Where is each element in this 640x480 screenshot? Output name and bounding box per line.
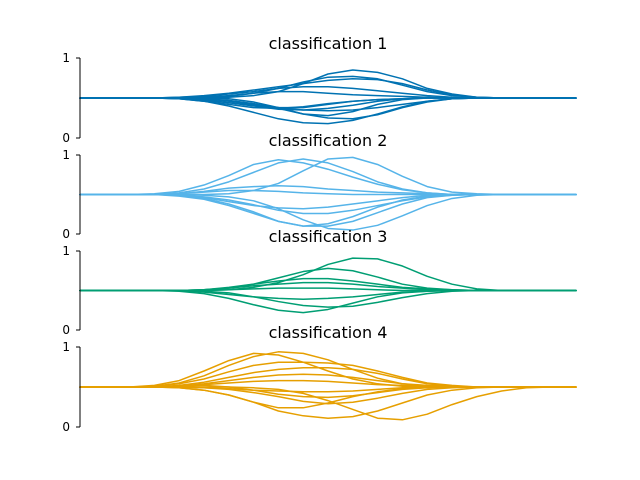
y-tick-label: 0	[62, 227, 70, 241]
series-line-8	[80, 291, 576, 300]
series-line-1	[80, 258, 576, 290]
series-line-4	[80, 87, 576, 98]
series-line-5	[80, 92, 576, 98]
series-line-9	[80, 195, 576, 227]
y-tick-label: 1	[62, 340, 70, 354]
series-line-1	[80, 79, 576, 98]
chart-panel-classification-2: 0 1 classification 2	[62, 131, 576, 241]
chart-title: classification 2	[269, 131, 388, 150]
chart-title: classification 4	[269, 323, 388, 342]
series-line-6	[80, 291, 576, 313]
y-tick-label: 1	[62, 148, 70, 162]
y-tick-label: 1	[62, 51, 70, 65]
series-line-11	[80, 98, 576, 108]
series-line-4	[80, 283, 576, 291]
series-line-8	[80, 195, 576, 209]
chart-title: classification 3	[269, 227, 388, 246]
series-line-2	[80, 268, 576, 290]
chart-panel-classification-1: 0 1 classification 1	[62, 34, 576, 145]
series-line-12	[80, 98, 576, 116]
chart-panel-classification-3: 0 1 classification 3	[62, 227, 576, 337]
series-line-10	[80, 195, 576, 214]
series-line-6	[80, 195, 576, 227]
series-line-7	[80, 195, 576, 231]
y-tick-label: 1	[62, 244, 70, 258]
y-tick-label: 0	[62, 323, 70, 337]
series-line-9	[80, 98, 576, 108]
y-tick-label: 0	[62, 420, 70, 434]
chart-panel-classification-4: 0 1 classification 4	[62, 323, 576, 434]
chart-title: classification 1	[269, 34, 388, 53]
y-tick-label: 0	[62, 131, 70, 145]
